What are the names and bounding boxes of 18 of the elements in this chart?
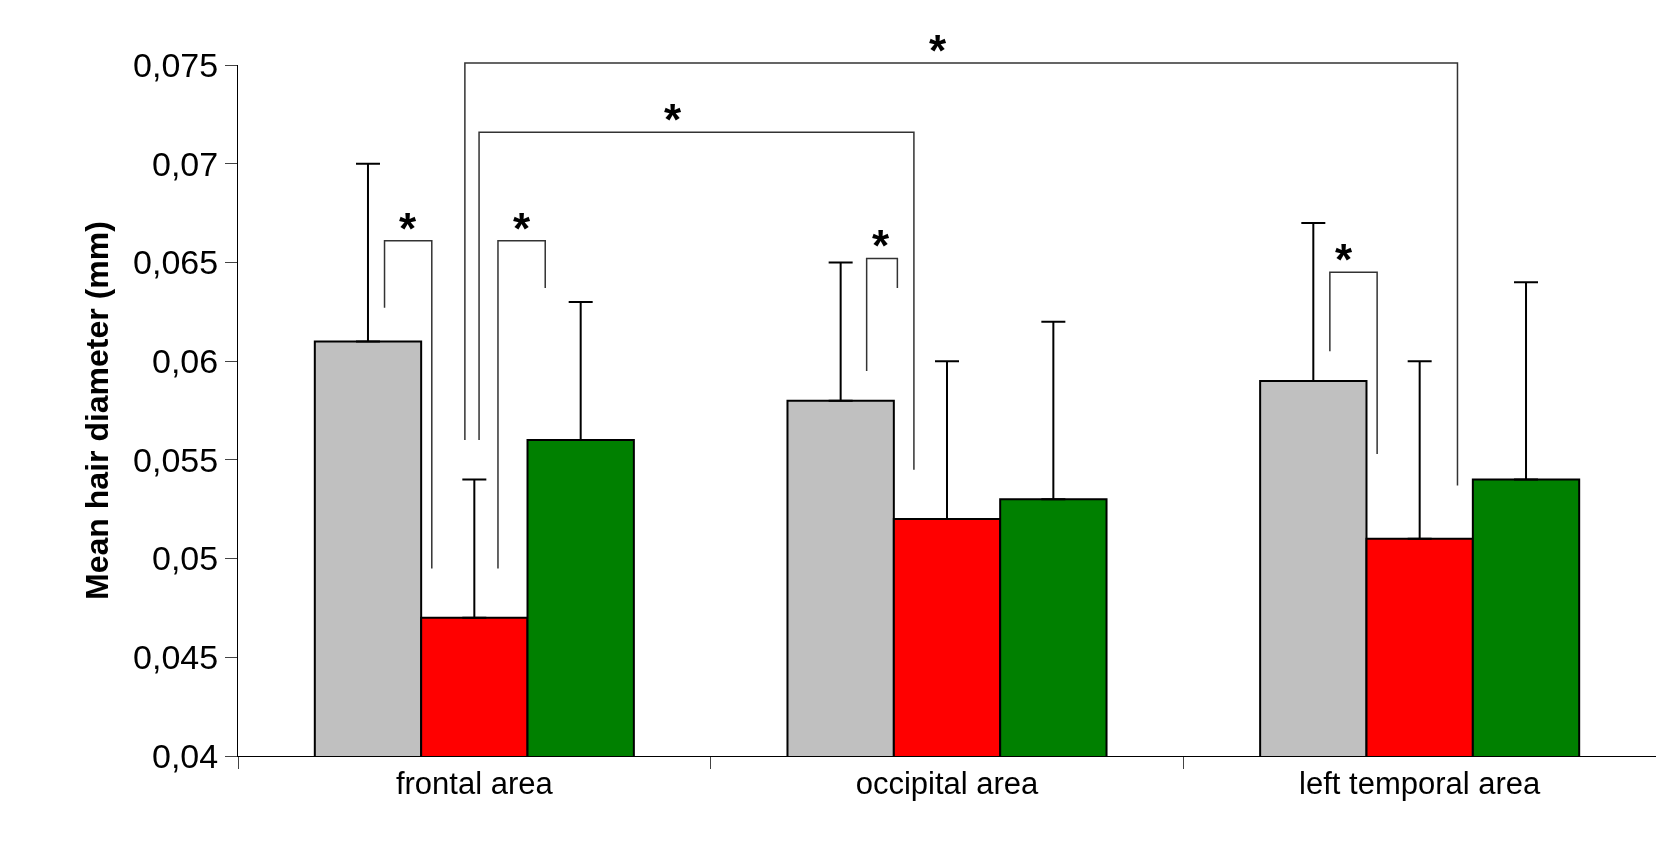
annotation: * bbox=[872, 221, 890, 270]
annotation: * bbox=[513, 204, 531, 253]
x-tick-label: occipital area bbox=[855, 766, 1040, 802]
annotation: * bbox=[929, 26, 947, 75]
x-tick-label: left temporal area bbox=[1299, 766, 1542, 802]
annotation: * bbox=[399, 204, 417, 253]
y-tick-label: 0,065 bbox=[133, 243, 219, 282]
y-tick-label: 0,05 bbox=[152, 539, 219, 578]
y-tick-label: 0,06 bbox=[152, 342, 219, 381]
annotation: * bbox=[664, 95, 682, 144]
y-axis-title: Mean hair diameter (mm) bbox=[79, 221, 116, 600]
annotation: * bbox=[1335, 235, 1353, 284]
y-tick-label: 0,075 bbox=[133, 45, 219, 84]
y-tick-label: 0,07 bbox=[152, 144, 219, 183]
y-tick-label: 0,04 bbox=[152, 736, 219, 775]
y-tick-label: 0,045 bbox=[133, 638, 219, 677]
x-tick-label: frontal area bbox=[395, 766, 554, 802]
y-tick-label: 0,055 bbox=[133, 440, 219, 479]
